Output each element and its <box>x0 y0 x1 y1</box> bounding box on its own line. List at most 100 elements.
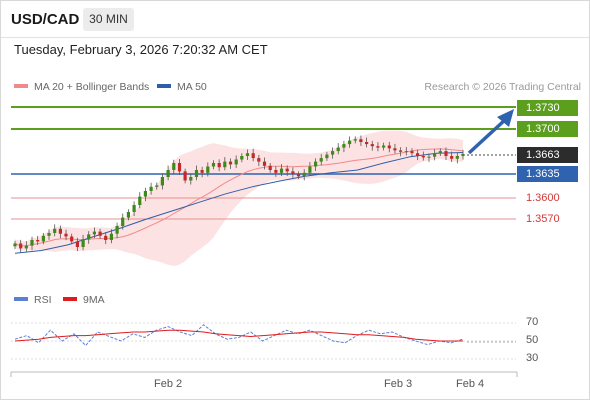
candle-bullish <box>438 151 442 154</box>
candle-bearish <box>19 243 23 249</box>
candle-bullish <box>314 161 318 167</box>
candle-bullish <box>81 239 85 247</box>
timeframe-button[interactable]: 30 MIN <box>83 8 134 31</box>
candle-bullish <box>455 156 459 159</box>
rsi-ma-legend-label: 9MA <box>83 294 105 306</box>
candle-bearish <box>36 240 40 242</box>
research-credit: Research © 2026 Trading Central <box>424 81 581 93</box>
candle-bearish <box>200 170 204 173</box>
candle-bearish <box>104 235 108 240</box>
candle-bullish <box>92 231 96 235</box>
candle-bullish <box>348 140 352 145</box>
level-tag-pivot: 1.3635 <box>517 166 578 182</box>
legend-ma20-label: MA 20 + Bollinger Bands <box>34 81 150 93</box>
level-tag-r1: 1.3700 <box>517 121 578 137</box>
candle-bullish <box>211 163 216 167</box>
candle-bullish <box>342 144 346 148</box>
candle-bearish <box>262 161 267 166</box>
candle-bullish <box>331 151 335 155</box>
rsi-legend-swatch <box>14 297 28 301</box>
candle-bullish <box>155 185 159 187</box>
candle-bearish <box>399 150 403 152</box>
chart-header: USD/CAD 30 MIN <box>1 1 589 38</box>
rsi-line <box>14 324 464 347</box>
candle-bullish <box>115 226 119 234</box>
candle-bullish <box>24 245 28 249</box>
candle-bearish <box>410 151 414 154</box>
level-tag-s2: 1.3570 <box>526 213 560 225</box>
candle-bullish <box>109 233 113 240</box>
legend-ma50-label: MA 50 <box>177 81 207 93</box>
candle-bearish <box>387 145 391 149</box>
candle-bearish <box>64 233 68 237</box>
candle-bearish <box>416 153 420 156</box>
candle-bullish <box>206 166 210 173</box>
candle-bullish <box>308 166 312 173</box>
candle-bullish <box>149 186 153 191</box>
legend-ma50: MA 50 <box>157 81 207 93</box>
x-label-feb2: Feb 2 <box>154 378 183 390</box>
candle-bearish <box>376 146 380 148</box>
candle-bullish <box>245 153 250 156</box>
candle-bullish <box>234 159 238 165</box>
candle-bullish <box>53 228 57 233</box>
candle-bearish <box>70 236 74 242</box>
candle-bearish <box>98 231 102 236</box>
candle-bearish <box>393 148 397 151</box>
candle-bearish <box>296 174 301 177</box>
candle-bullish <box>194 170 199 177</box>
candle-bullish <box>138 196 142 205</box>
rsi-ma-legend-swatch <box>63 297 77 301</box>
rsi-label-70: 70 <box>526 316 539 328</box>
candle-bearish <box>444 151 448 156</box>
candle-bullish <box>132 205 136 212</box>
candlesticks <box>13 135 465 253</box>
candle-bearish <box>274 170 278 173</box>
level-tag-r2: 1.3730 <box>517 100 578 116</box>
level-tag-s1: 1.3600 <box>526 192 560 204</box>
candle-bearish <box>291 171 295 175</box>
candle-bullish <box>223 161 227 168</box>
candle-bullish <box>404 151 408 153</box>
candle-bullish <box>302 172 306 177</box>
currency-pair-title: USD/CAD <box>11 11 80 28</box>
candle-bearish <box>75 241 79 247</box>
x-label-feb3: Feb 3 <box>384 378 413 390</box>
candle-bearish <box>365 142 369 145</box>
legend-ma20: MA 20 + Bollinger Bands <box>14 81 149 93</box>
rsi-label-50: 50 <box>526 334 539 346</box>
chart-datetime: Tuesday, February 3, 2026 7:20:32 AM CET <box>14 42 268 57</box>
candle-bullish <box>382 145 386 148</box>
candle-bullish <box>41 235 45 242</box>
x-label-feb4: Feb 4 <box>456 378 485 390</box>
forecast-arrow <box>467 109 514 155</box>
candle-bullish <box>240 156 244 160</box>
candle-bearish <box>217 163 221 168</box>
candle-bullish <box>353 139 357 141</box>
candle-bullish <box>166 170 170 177</box>
candle-bullish <box>336 147 340 152</box>
candle-bearish <box>268 165 272 170</box>
candle-bearish <box>257 158 261 162</box>
candle-bearish <box>228 161 233 165</box>
candle-bullish <box>319 158 323 162</box>
candle-bullish <box>13 243 17 247</box>
candle-bullish <box>189 177 193 181</box>
candle-bearish <box>177 163 182 172</box>
legend-ma50-swatch <box>157 84 171 89</box>
candle-bearish <box>251 153 255 159</box>
candle-bullish <box>325 154 329 159</box>
candle-bullish <box>433 153 437 157</box>
legend-ma20-swatch <box>14 84 28 89</box>
candle-bullish <box>279 168 284 173</box>
candle-bearish <box>370 144 374 147</box>
candle-bearish <box>359 139 363 142</box>
rsi-legend-label: RSI <box>34 294 52 306</box>
candle-bullish <box>126 212 130 218</box>
rsi-ma-line <box>14 329 463 342</box>
candle-bullish <box>427 156 431 158</box>
candle-bearish <box>183 171 187 181</box>
candle-bullish <box>30 240 34 246</box>
